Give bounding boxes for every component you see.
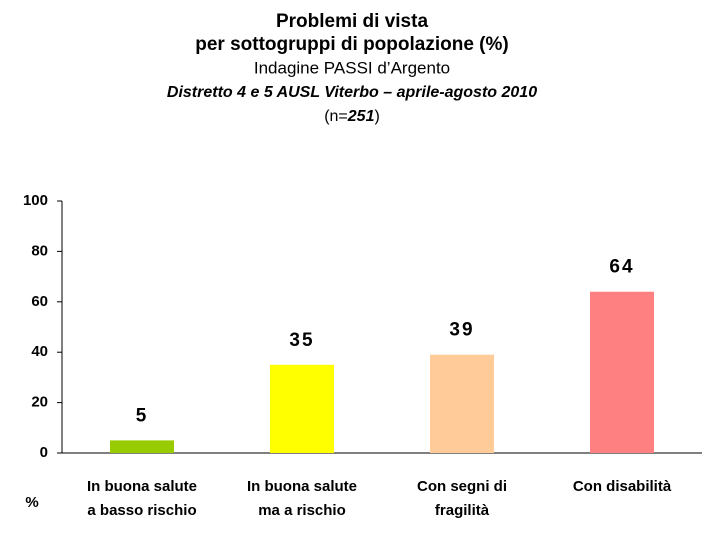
bar [430,354,494,453]
y-tick-label: 80 [31,242,48,259]
x-tick-label: Con segni di fragilità [417,478,507,519]
y-tick-label: 40 [31,343,48,360]
x-tick-label: In buona salute a basso rischio [86,478,197,519]
y-tick-label: 100 [23,192,48,209]
x-tick-label: Con disabilità [572,478,672,495]
value-label: 35 [289,330,314,351]
y-tick-label: 0 [40,444,48,461]
note-text: ) [374,108,379,125]
x-tick-label: In buona salute ma a rischio [246,478,357,519]
value-label: 64 [609,257,634,278]
subtitle: Indagine PASSI d’Argento [254,58,450,77]
sample-size: 251 [347,108,375,125]
bar [270,364,334,453]
bar [110,440,174,453]
chart-title: per sottogruppi di popolazione (%) [195,34,508,55]
y-tick-label: 20 [31,394,48,411]
note: (n=251) [324,108,380,125]
y-axis-label: % [25,494,38,511]
value-label: 5 [136,405,149,426]
note-text: (n= [324,108,348,125]
value-label: 39 [449,320,474,341]
subtitle: Distretto 4 e 5 AUSL Viterbo – aprile-ag… [167,84,537,101]
y-tick-label: 60 [31,293,48,310]
chart-title: Problemi di vista [276,11,428,32]
bar [590,291,654,453]
